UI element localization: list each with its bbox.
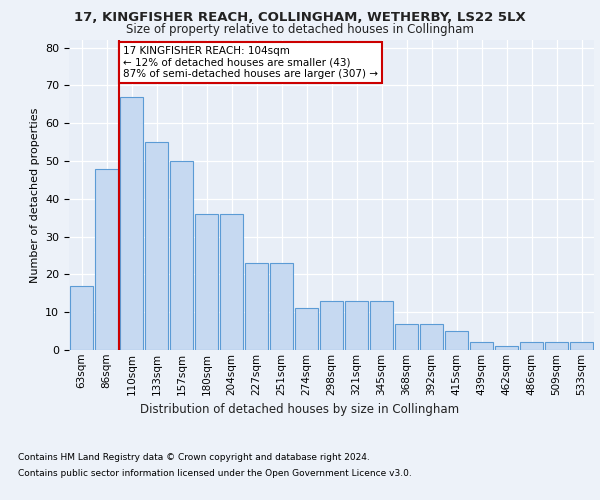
Bar — [470, 342, 493, 350]
Bar — [145, 142, 169, 350]
Bar — [295, 308, 319, 350]
Bar — [445, 331, 469, 350]
Bar — [494, 346, 518, 350]
Bar — [569, 342, 593, 350]
Text: Distribution of detached houses by size in Collingham: Distribution of detached houses by size … — [140, 402, 460, 415]
Bar — [419, 324, 443, 350]
Bar — [344, 301, 368, 350]
Y-axis label: Number of detached properties: Number of detached properties — [29, 108, 40, 282]
Bar — [119, 96, 143, 350]
Bar — [220, 214, 244, 350]
Bar — [545, 342, 568, 350]
Bar — [70, 286, 94, 350]
Text: 17 KINGFISHER REACH: 104sqm
← 12% of detached houses are smaller (43)
87% of sem: 17 KINGFISHER REACH: 104sqm ← 12% of det… — [123, 46, 378, 79]
Text: 17, KINGFISHER REACH, COLLINGHAM, WETHERBY, LS22 5LX: 17, KINGFISHER REACH, COLLINGHAM, WETHER… — [74, 11, 526, 24]
Bar — [194, 214, 218, 350]
Bar — [170, 161, 193, 350]
Bar — [395, 324, 418, 350]
Bar — [370, 301, 394, 350]
Text: Contains HM Land Registry data © Crown copyright and database right 2024.: Contains HM Land Registry data © Crown c… — [18, 454, 370, 462]
Bar — [320, 301, 343, 350]
Text: Size of property relative to detached houses in Collingham: Size of property relative to detached ho… — [126, 22, 474, 36]
Bar — [520, 342, 544, 350]
Text: Contains public sector information licensed under the Open Government Licence v3: Contains public sector information licen… — [18, 468, 412, 477]
Bar — [95, 168, 118, 350]
Bar — [245, 263, 268, 350]
Bar — [269, 263, 293, 350]
